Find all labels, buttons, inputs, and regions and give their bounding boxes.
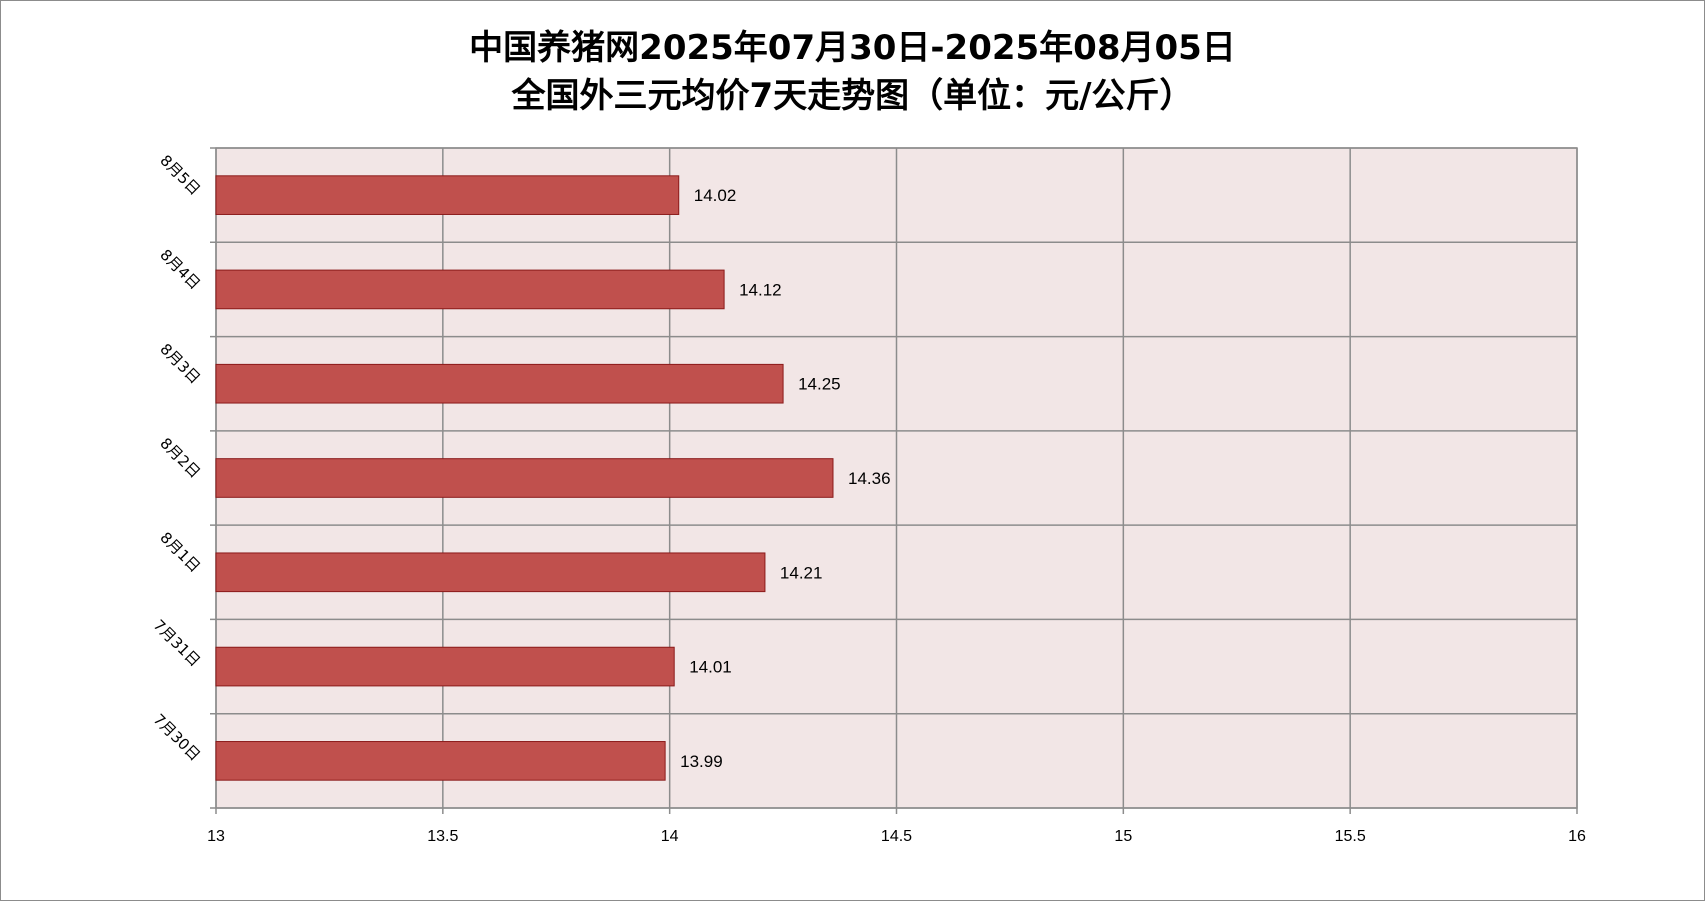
bar-3 (215, 458, 834, 498)
data-label-1: 14.12 (739, 280, 782, 299)
bar-6 (215, 741, 666, 781)
bar-1 (215, 269, 725, 310)
x-tick-label: 15 (1114, 828, 1132, 845)
bar-4 (215, 552, 766, 593)
chart-title-block: 中国养猪网2025年07月30日-2025年08月05日 全国外三元均价7天走势… (0, 24, 1705, 120)
y-tick-label: 7月30日 (150, 710, 204, 764)
data-label-3: 14.36 (848, 469, 891, 488)
x-tick-label: 16 (1568, 828, 1586, 845)
x-tick-label: 13.5 (427, 828, 458, 845)
chart-title: 中国养猪网2025年07月30日-2025年08月05日 (469, 28, 1236, 68)
data-label-5: 14.01 (689, 658, 732, 677)
y-tick-label: 7月31日 (150, 616, 204, 670)
y-tick-label: 8月2日 (156, 434, 203, 481)
x-tick-label: 14.5 (881, 828, 912, 845)
x-tick-label: 13 (207, 828, 225, 845)
data-label-0: 14.02 (694, 186, 737, 205)
y-tick-label: 8月4日 (156, 246, 203, 293)
data-label-6: 13.99 (680, 752, 723, 771)
y-tick-label: 8月3日 (156, 340, 203, 387)
x-tick-label: 14 (661, 828, 679, 845)
bar-0 (215, 175, 680, 215)
data-label-2: 14.25 (798, 375, 841, 394)
y-tick-label: 8月5日 (156, 151, 203, 198)
bar-5 (215, 646, 675, 687)
chart-subtitle: 全国外三元均价7天走势图（单位：元/公斤） (511, 76, 1194, 116)
bar-2 (215, 363, 784, 404)
y-tick-label: 8月1日 (156, 529, 203, 576)
data-label-4: 14.21 (780, 563, 823, 582)
x-tick-label: 15.5 (1335, 828, 1366, 845)
